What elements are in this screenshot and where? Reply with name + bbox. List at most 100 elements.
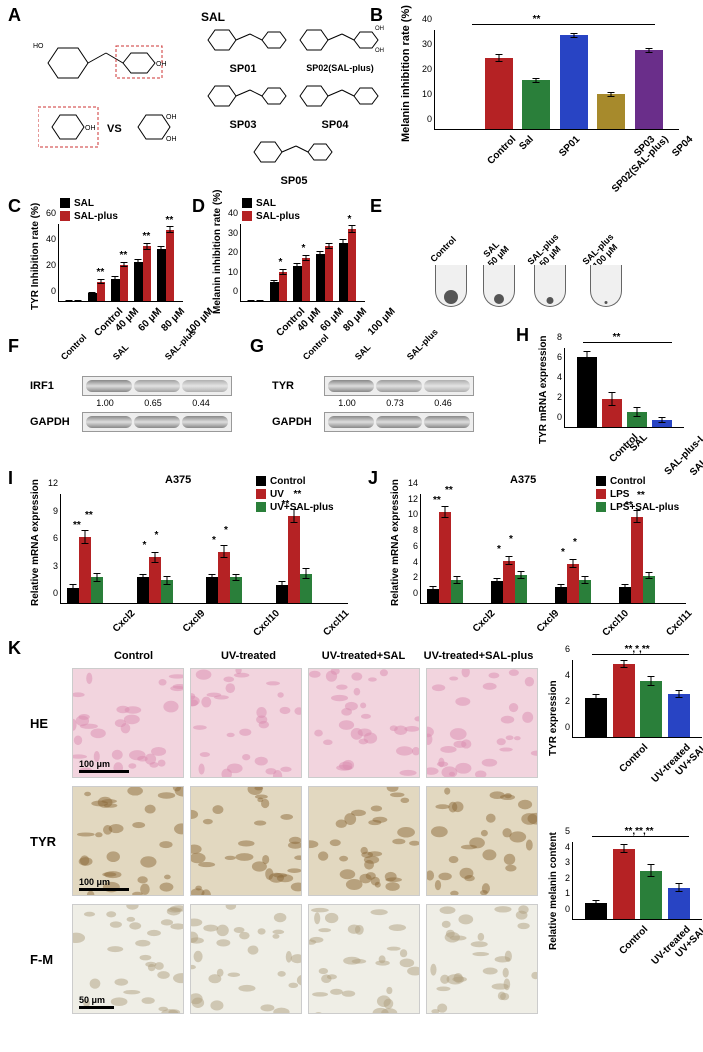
- ytick: 10: [228, 267, 238, 277]
- xcat: Sal: [517, 134, 535, 152]
- bar: [134, 262, 143, 301]
- xcat: Cxcl10: [600, 608, 631, 639]
- bar: [206, 577, 218, 603]
- panelC-ylabel: TYR Inhibition rate (%): [30, 203, 41, 310]
- scale-label: 100 μm: [79, 877, 110, 887]
- histology-image: [426, 668, 538, 778]
- bar: [515, 575, 527, 603]
- bar: [288, 516, 300, 603]
- wb-row-label: IRF1: [30, 380, 76, 392]
- bar: [316, 254, 325, 301]
- histology-image: [190, 668, 302, 778]
- scale-label: 50 μm: [79, 995, 105, 1005]
- bar: [439, 512, 451, 603]
- panel-label-A: A: [8, 5, 21, 26]
- wb-quant: 0.44: [178, 398, 224, 408]
- tube: [435, 265, 467, 307]
- panel-E-tubes: ControlSAL 50 μMSAL-plus 50 μMSAL-plus 1…: [400, 205, 660, 325]
- k-col-header: UV-treated+SAL-plus: [421, 650, 536, 662]
- bar: [597, 94, 625, 129]
- bar: [522, 80, 550, 129]
- panelK-chart2-ylabel: Relative melanin content: [548, 832, 559, 950]
- bar: [635, 50, 663, 129]
- ytick: 4: [565, 670, 570, 680]
- bar: [585, 698, 607, 737]
- xcat: Control: [617, 924, 650, 957]
- panel-I-chart: A375 Relative mRNA expression ControlUVU…: [30, 476, 360, 636]
- ytick: 3: [565, 857, 570, 867]
- ytick: 12: [408, 494, 418, 504]
- panel-label-G: G: [250, 336, 264, 357]
- phenol-comparison: OH VS OHOH: [38, 105, 198, 165]
- bar: [348, 229, 357, 301]
- svg-text:HO: HO: [33, 43, 44, 50]
- xcat: Control: [485, 134, 518, 167]
- legend-item: Control: [596, 476, 679, 487]
- tube: [534, 265, 566, 307]
- bar: [668, 694, 690, 737]
- bar: [137, 577, 149, 603]
- wb-col: SAL-plus: [405, 321, 460, 376]
- wb-quant: 0.46: [420, 398, 466, 408]
- ytick: 0: [565, 722, 570, 732]
- histology-image: [308, 786, 420, 896]
- svg-text:VS: VS: [107, 123, 122, 135]
- svg-text:OH: OH: [156, 61, 167, 68]
- bar: [567, 564, 579, 603]
- bar: [120, 265, 129, 301]
- k-row-label: F-M: [30, 952, 72, 967]
- xcat: Cxcl2: [111, 608, 138, 635]
- ytick: 2: [413, 572, 418, 582]
- panelH-ylabel: TYR mRNA expression: [538, 335, 549, 444]
- xcat: Cxcl2: [471, 608, 498, 635]
- ytick: 0: [53, 588, 58, 598]
- ytick: 9: [53, 506, 58, 516]
- svg-text:OH: OH: [166, 136, 177, 143]
- bar: [640, 681, 662, 737]
- ytick: 0: [557, 412, 562, 422]
- panel-label-K: K: [8, 638, 21, 659]
- wb-band: [328, 380, 374, 392]
- bar: [79, 537, 91, 603]
- panelJ-title: A375: [510, 474, 536, 486]
- ytick: 0: [233, 286, 238, 296]
- xcat: SP04: [670, 134, 695, 159]
- bar: [302, 258, 311, 301]
- panelK-chart1-ylabel: TYR expression: [548, 680, 559, 756]
- xcat: SP01: [557, 134, 582, 159]
- scale-label: 100 μm: [79, 759, 110, 769]
- ytick: 30: [422, 39, 432, 49]
- legend-item: SAL: [242, 198, 300, 209]
- bar: [270, 282, 279, 302]
- k-row-label: HE: [30, 716, 72, 731]
- ytick: 3: [53, 561, 58, 571]
- panel-C-chart: TYR Inhibition rate (%) SALSAL-plus 0204…: [30, 200, 190, 335]
- sp02-label: SP02(SAL-plus): [290, 63, 390, 73]
- ytick: 10: [422, 89, 432, 99]
- ytick: 40: [46, 234, 56, 244]
- wb-quant: 0.73: [372, 398, 418, 408]
- panel-A-structures: SAL HOOH OH VS OHOH SP01 OHOHSP02(SAL-pl…: [28, 10, 358, 180]
- histology-image: [190, 786, 302, 896]
- ytick: 4: [413, 557, 418, 567]
- bar: [293, 266, 302, 301]
- ytick: 14: [408, 478, 418, 488]
- xcat: Control: [617, 742, 650, 775]
- bar: [143, 246, 152, 301]
- wb-band: [134, 380, 180, 392]
- legend-item: SAL-plus: [60, 211, 118, 222]
- bar: [157, 249, 166, 301]
- ytick: 20: [228, 247, 238, 257]
- xcat: Cxcl9: [535, 608, 562, 635]
- wb-band: [424, 416, 470, 428]
- k-col-header: UV-treated+SAL: [306, 650, 421, 662]
- bar: [325, 246, 334, 301]
- tube: [483, 265, 515, 307]
- wb-band: [86, 416, 132, 428]
- ytick: 8: [557, 332, 562, 342]
- sp05-label: SP05: [244, 175, 344, 187]
- bar: [279, 272, 288, 301]
- ytick: 40: [228, 208, 238, 218]
- ytick: 12: [48, 478, 58, 488]
- histology-image: [308, 904, 420, 1014]
